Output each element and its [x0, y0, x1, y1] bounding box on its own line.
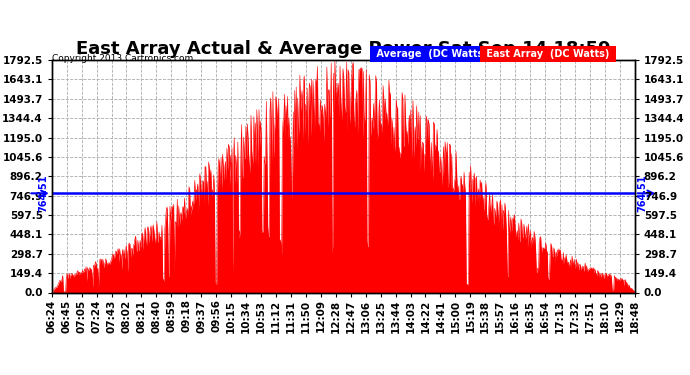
Text: 764.51: 764.51 [39, 175, 49, 212]
Text: East Array  (DC Watts): East Array (DC Watts) [483, 49, 613, 59]
Text: 764.51: 764.51 [638, 175, 648, 212]
Text: Average  (DC Watts): Average (DC Watts) [373, 49, 491, 59]
Text: Copyright 2013 Cartronics.com: Copyright 2013 Cartronics.com [52, 54, 193, 63]
Title: East Array Actual & Average Power Sat Sep 14 18:59: East Array Actual & Average Power Sat Se… [76, 40, 611, 58]
